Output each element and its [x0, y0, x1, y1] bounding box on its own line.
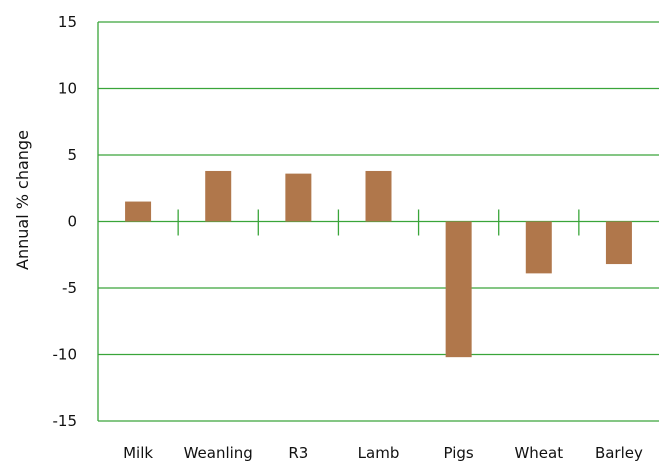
y-tick-label: 10 [58, 80, 77, 98]
bar-milk [125, 201, 152, 222]
x-tick-label-lamb: Lamb [358, 444, 400, 462]
bar-lamb [365, 170, 392, 222]
bars [125, 170, 632, 358]
bar-weanling [205, 170, 232, 222]
y-tick-labels: 15 10 5 0 -5 -10 -15 [53, 13, 78, 430]
bar-r3 [285, 173, 312, 222]
y-tick-label: -10 [53, 346, 78, 364]
y-axis-title: Annual % change [13, 130, 32, 270]
y-tick-label: 0 [67, 213, 77, 231]
gridlines [98, 21, 659, 422]
y-tick-label: -15 [53, 412, 78, 430]
axes [97, 22, 580, 421]
x-tick-label-weanling: Weanling [184, 444, 253, 462]
x-tick-label-milk: Milk [123, 444, 153, 462]
bar-wheat [525, 221, 552, 274]
bar-barley [605, 221, 632, 265]
y-tick-label: 15 [58, 13, 77, 31]
x-tick-label-wheat: Wheat [514, 444, 563, 462]
y-tick-label: -5 [62, 279, 77, 297]
x-tick-label-r3: R3 [288, 444, 308, 462]
x-tick-labels: Milk Weanling R3 Lamb Pigs Wheat Barley [123, 444, 643, 462]
x-tick-label-pigs: Pigs [444, 444, 474, 462]
bar-pigs [445, 221, 472, 358]
y-tick-label: 5 [67, 146, 77, 164]
x-tick-label-barley: Barley [595, 444, 643, 462]
